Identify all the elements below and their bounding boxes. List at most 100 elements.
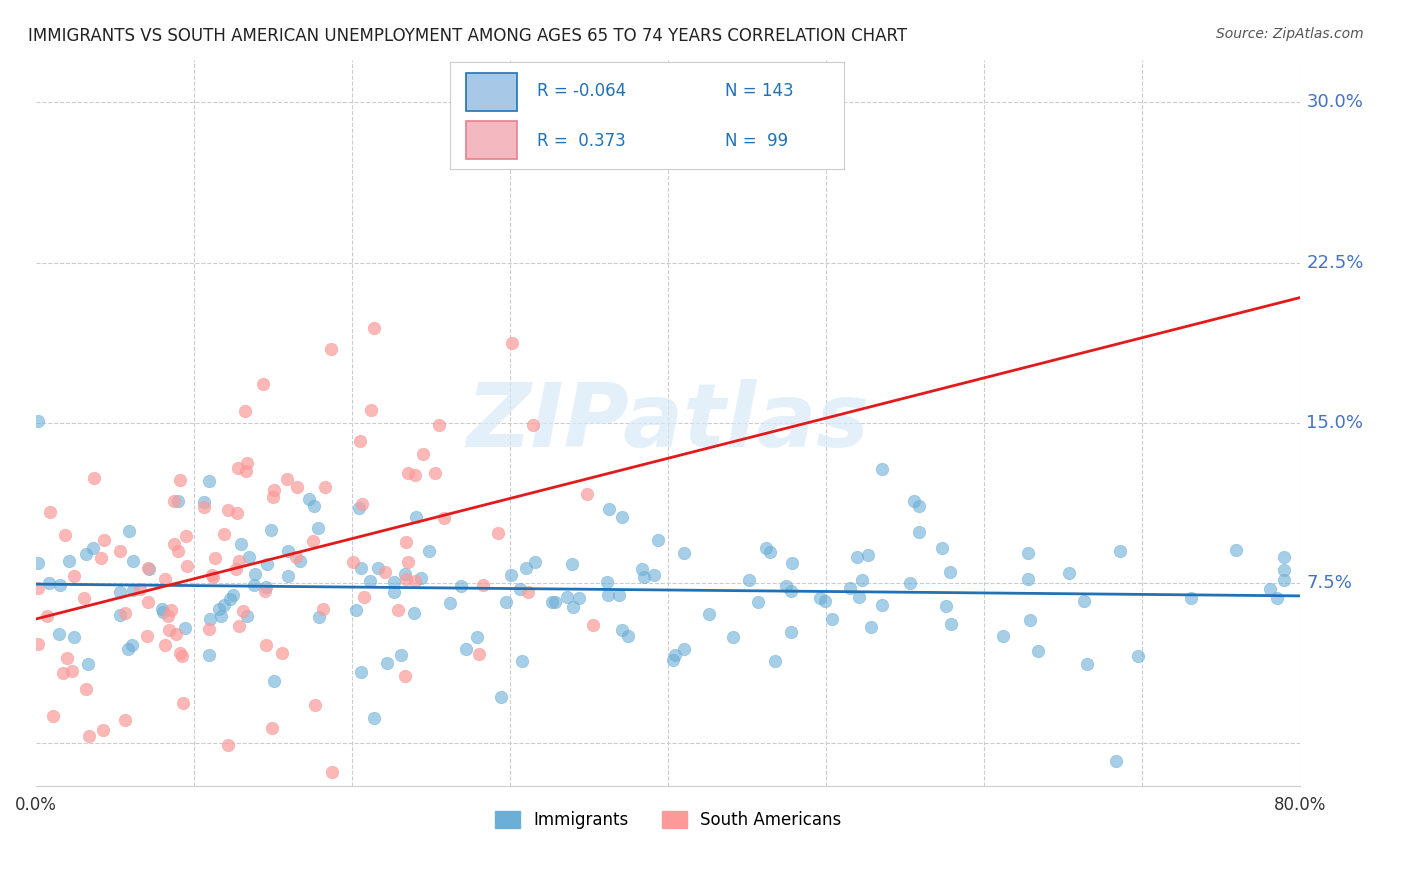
Point: [58, 554, 80, 568]
Point: [568, 591, 591, 606]
Point: [1126, 648, 1149, 663]
Point: [212, 598, 235, 612]
Point: [156, 609, 179, 624]
Point: [321, 765, 343, 780]
Point: [160, 603, 183, 617]
Point: [839, 581, 862, 595]
Point: [153, 573, 176, 587]
Point: [285, 479, 308, 493]
Point: [344, 602, 367, 616]
Point: [208, 602, 231, 616]
Point: [396, 555, 419, 569]
Text: N = 143: N = 143: [725, 82, 794, 100]
Point: [405, 510, 427, 524]
Point: [423, 466, 446, 480]
Point: [747, 595, 769, 609]
Point: [517, 585, 540, 599]
Point: [288, 554, 311, 568]
Point: [1109, 544, 1132, 558]
Point: [561, 557, 583, 571]
Text: 15.0%: 15.0%: [1306, 414, 1364, 432]
Point: [907, 499, 929, 513]
Point: [598, 502, 620, 516]
Point: [499, 568, 522, 582]
Point: [898, 576, 921, 591]
Point: [374, 566, 396, 580]
Point: [631, 562, 654, 576]
Point: [404, 606, 426, 620]
Point: [555, 590, 578, 604]
Point: [404, 574, 426, 588]
Point: [204, 550, 226, 565]
Point: [219, 592, 242, 607]
Point: [212, 527, 235, 541]
Point: [412, 447, 434, 461]
Point: [427, 418, 450, 433]
Point: [60, 664, 83, 678]
Point: [270, 646, 292, 660]
Point: [173, 621, 195, 635]
Point: [931, 541, 953, 555]
Point: [721, 630, 744, 644]
Point: [236, 456, 259, 470]
Point: [93, 723, 115, 738]
Point: [254, 638, 277, 652]
Point: [616, 629, 638, 643]
Point: [808, 591, 831, 605]
Point: [228, 618, 250, 632]
Point: [363, 711, 385, 725]
Point: [122, 582, 145, 597]
Point: [1272, 563, 1295, 577]
Point: [610, 509, 633, 524]
Point: [465, 630, 488, 644]
Point: [108, 544, 131, 558]
Point: [1272, 549, 1295, 564]
Point: [169, 473, 191, 487]
Point: [1225, 542, 1247, 557]
Point: [200, 568, 222, 582]
Point: [382, 585, 405, 599]
Point: [456, 642, 478, 657]
Point: [870, 462, 893, 476]
Point: [129, 582, 152, 596]
Point: [172, 696, 194, 710]
Point: [75, 548, 97, 562]
Point: [217, 738, 239, 752]
Point: [495, 595, 517, 609]
Point: [673, 546, 696, 560]
Point: [225, 562, 247, 576]
Point: [845, 549, 868, 564]
Point: [304, 698, 326, 712]
Point: [359, 574, 381, 589]
Point: [77, 657, 100, 671]
Point: [347, 501, 370, 516]
Point: [821, 612, 844, 626]
Point: [738, 574, 761, 588]
Text: 30.0%: 30.0%: [1306, 94, 1364, 112]
Point: [197, 622, 219, 636]
Point: [598, 588, 620, 602]
Point: [908, 524, 931, 539]
Point: [277, 569, 299, 583]
Point: [395, 535, 418, 549]
Text: Source: ZipAtlas.com: Source: ZipAtlas.com: [1216, 27, 1364, 41]
Point: [73, 591, 96, 606]
Point: [38, 504, 60, 518]
Point: [1057, 566, 1080, 581]
Point: [782, 556, 804, 570]
Point: [870, 598, 893, 612]
Point: [114, 606, 136, 620]
Point: [197, 648, 219, 662]
Point: [350, 665, 373, 679]
Point: [172, 648, 194, 663]
Point: [404, 468, 426, 483]
Point: [418, 544, 440, 558]
Point: [522, 417, 544, 432]
Point: [27, 414, 49, 428]
Point: [176, 559, 198, 574]
Point: [93, 533, 115, 547]
Point: [394, 567, 416, 582]
Point: [243, 577, 266, 591]
Point: [35, 609, 58, 624]
Point: [27, 556, 49, 570]
